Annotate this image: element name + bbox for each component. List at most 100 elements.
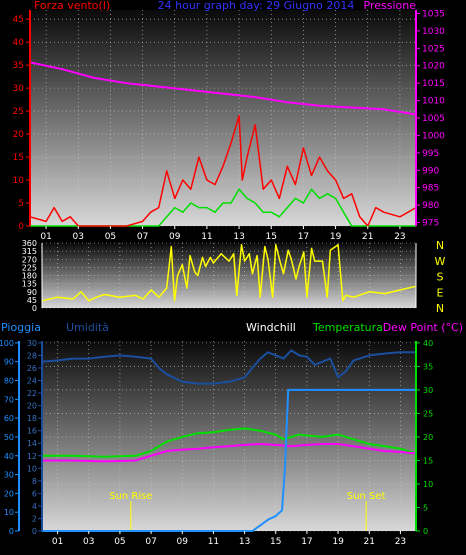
wind-x-tick-label: 05 [105, 232, 116, 242]
pressure-tick-label: 975 [422, 219, 439, 229]
temperature-x-tick-label: 01 [52, 537, 63, 547]
pressure-tick-label: 1005 [422, 114, 445, 124]
chart-title: 24 hour graph day: 29 Giugno 2014 [158, 0, 355, 12]
wind-tick-label: 0 [18, 222, 24, 232]
temperature-rain-panel: Sun Rise Sun Set 0102030405060708090100 … [0, 321, 463, 547]
wind-x-tick-label: 01 [40, 232, 51, 242]
windchill-legend: Windchill [246, 321, 296, 334]
humidity-tick-label: 10 [27, 464, 37, 473]
pressure-tick-label: 1030 [422, 27, 445, 37]
rain-axis-title: Pioggia [1, 321, 41, 334]
compass-label: S [437, 271, 444, 284]
humidity-tick-label: 26 [27, 364, 37, 373]
rain-tick-label: 60 [4, 414, 14, 423]
direction-tick-label: 45 [27, 296, 37, 305]
humidity-tick-label: 12 [27, 452, 37, 461]
humidity-tick-label: 16 [27, 427, 37, 436]
temperature-tick-label: 10 [423, 480, 433, 489]
rain-tick-label: 90 [4, 358, 14, 367]
humidity-tick-label: 24 [27, 377, 37, 386]
rain-line [42, 388, 416, 532]
temperature-tick-label: 20 [423, 433, 433, 442]
humidity-tick-label: 4 [32, 502, 37, 511]
pressure-tick-label: 1020 [422, 62, 445, 72]
temperature-x-tick-label: 03 [83, 537, 94, 547]
temperature-x-tick-label: 21 [364, 537, 375, 547]
temperature-legend: Temperatura [312, 321, 383, 334]
rain-tick-label: 20 [4, 489, 14, 498]
temperature-x-tick-label: 15 [270, 537, 281, 547]
pressure-tick-label: 1010 [422, 97, 445, 107]
humidity-tick-label: 2 [32, 514, 37, 523]
temperature-x-tick-label: 19 [332, 537, 344, 547]
direction-tick-label: 90 [27, 288, 37, 297]
compass-label: E [437, 286, 444, 299]
rain-tick-label: 80 [4, 377, 14, 386]
direction-series [41, 244, 417, 302]
pressure-tick-label: 1000 [422, 131, 445, 141]
compass-label: W [435, 255, 446, 268]
wind-left-ticks: 0 5 10 15 20 25 30 35 40 45 [13, 15, 30, 232]
temperature-tick-label: 30 [423, 386, 433, 395]
temperature-ticks: 0 5 10 15 20 25 30 35 40 [416, 339, 433, 536]
temperature-x-tick-label: 07 [145, 537, 156, 547]
rain-tick-label: 10 [4, 508, 14, 517]
wind-x-tick-label: 13 [233, 232, 244, 242]
pressure-axis-title: Pressione [364, 0, 417, 12]
temperature-tick-label: 5 [423, 503, 428, 512]
pressure-tick-label: 1015 [422, 79, 445, 89]
pressure-tick-label: 985 [422, 184, 439, 194]
direction-tick-label: 135 [22, 280, 37, 289]
humidity-axis-title: Umidità [66, 321, 109, 334]
direction-tick-label: 315 [22, 247, 37, 256]
temperature-tick-label: 40 [423, 339, 433, 348]
wind-tick-label: 10 [13, 176, 25, 186]
sun-rise-label: Sun Rise [109, 491, 152, 502]
wind-tick-label: 5 [18, 199, 24, 209]
wind-x-tick-label: 07 [137, 232, 148, 242]
wind-x-tick-label: 21 [362, 232, 373, 242]
humidity-tick-label: 6 [32, 489, 37, 498]
temperature-x-tick-label: 05 [114, 537, 125, 547]
direction-grid [42, 242, 416, 309]
wind-x-tick-label: 17 [298, 232, 309, 242]
wind-tick-label: 15 [13, 153, 24, 163]
temperature-x-tick-label: 11 [208, 537, 219, 547]
temperature-line [42, 427, 417, 458]
sun-set-label: Sun Set [347, 491, 386, 502]
temperature-tick-label: 0 [423, 527, 428, 536]
direction-tick-label: 270 [22, 255, 37, 264]
wind-line [29, 114, 417, 227]
temperature-x-tick-label: 13 [239, 537, 250, 547]
compass-label: N [436, 239, 444, 252]
pressure-tick-label: 990 [422, 166, 439, 176]
temperature-x-tick-label: 23 [395, 537, 406, 547]
wind-tick-label: 25 [13, 107, 24, 117]
direction-tick-label: 225 [22, 263, 37, 272]
rain-ticks: 0 10 20 30 40 50 60 70 80 90 100 [0, 339, 19, 536]
humidity-tick-label: 8 [32, 477, 37, 486]
compass-label: N [436, 302, 444, 315]
temperature-x-tick-label: 09 [177, 537, 189, 547]
wind-axis-title: Forza vento(I) [34, 0, 110, 12]
humidity-line [41, 349, 416, 385]
wind-tick-label: 30 [13, 84, 25, 94]
humidity-tick-label: 20 [27, 402, 37, 411]
pressure-tick-label: 980 [422, 201, 439, 211]
rain-tick-label: 40 [4, 452, 14, 461]
rain-tick-label: 50 [4, 433, 14, 442]
wind-x-tick-label: 23 [394, 232, 405, 242]
dewpoint-line [42, 443, 417, 463]
humidity-tick-label: 18 [27, 414, 37, 423]
humidity-tick-label: 0 [32, 527, 37, 536]
rain-tick-label: 70 [4, 395, 14, 404]
dew-point-legend: Dew Point (°C) [383, 321, 463, 334]
pressure-line [29, 61, 417, 116]
sun-markers: Sun Rise Sun Set [109, 491, 386, 531]
direction-tick-label: 180 [22, 272, 37, 281]
